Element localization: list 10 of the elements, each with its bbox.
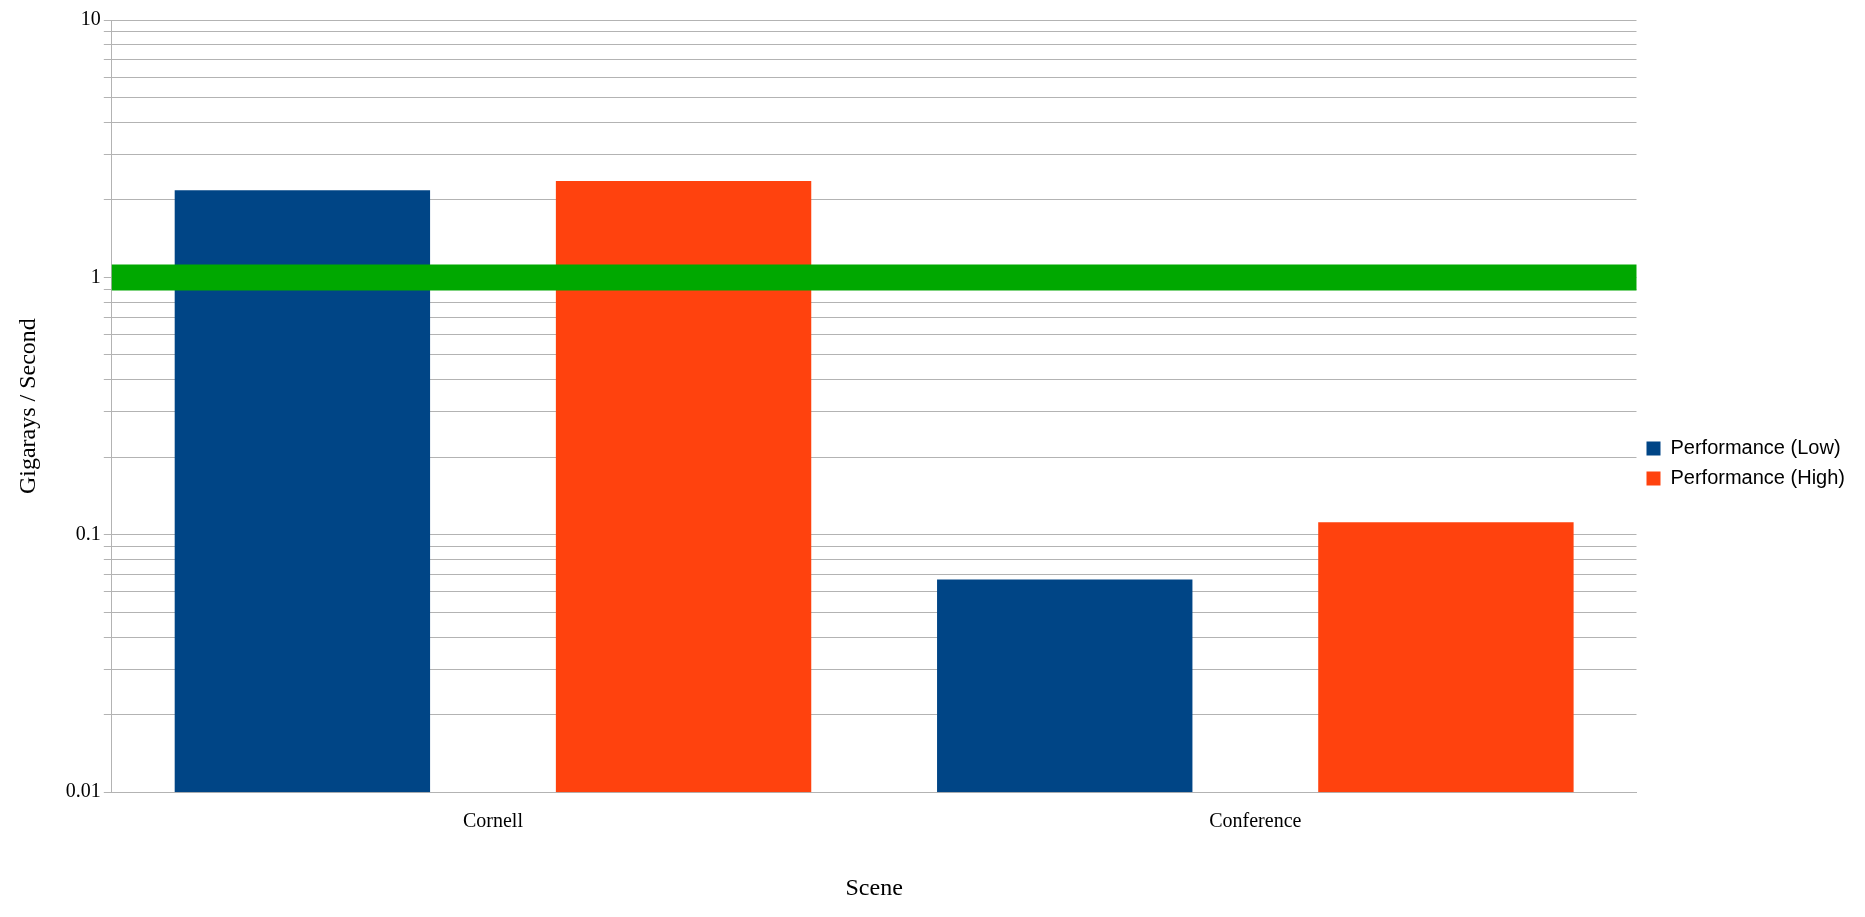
y-tick-label: 0.01 [65, 779, 101, 802]
y-tick-label: 0.1 [75, 522, 101, 545]
legend-label: Performance (Low) [1670, 436, 1841, 459]
x-tick-label: Cornell [462, 809, 524, 832]
x-tick-label: Conference [1209, 809, 1302, 832]
y-tick-label: 1 [90, 264, 101, 287]
legend-label: Performance (High) [1670, 466, 1846, 489]
y-tick-label: 10 [80, 7, 101, 30]
x-axis-title: Scene [845, 873, 903, 900]
y-axis-title: Gigarays / Second [13, 318, 40, 495]
